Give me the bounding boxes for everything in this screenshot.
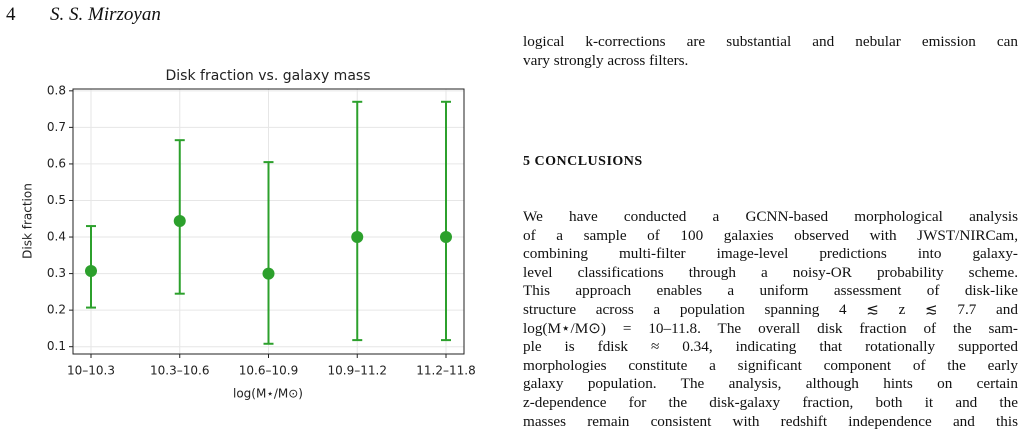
y-tick-label: 0.5 [47, 193, 66, 207]
page-number: 4 [6, 4, 16, 25]
text-line: level classifications through a noisy-OR… [523, 263, 1018, 281]
text-line: structure across a population spanning 4… [523, 301, 1018, 318]
text-line: ple is fdisk ≈ 0.34, indicating that rot… [523, 338, 1018, 356]
x-tick-label: 11.2–11.8 [416, 364, 475, 378]
data-point [440, 231, 452, 244]
text-line: This approach enables a uniform assessme… [523, 282, 1018, 300]
text-line: combining multi-filter image-level predi… [523, 245, 1018, 263]
text-line: morphologies constitute a significant co… [523, 356, 1018, 374]
text-line: z-dependence for the disk-galaxy fractio… [523, 394, 1018, 411]
text-line: logical k-corrections are substantial an… [523, 33, 1018, 50]
text-line: log(M⋆/M⊙) = 10–11.8. The overall disk f… [523, 319, 1018, 337]
data-point [262, 267, 275, 280]
y-tick-label: 0.3 [47, 266, 66, 280]
y-tick-label: 0.1 [47, 339, 66, 353]
y-tick-label: 0.4 [47, 230, 66, 244]
y-axis-label: Disk fraction [21, 183, 35, 259]
y-tick-label: 0.8 [47, 83, 66, 97]
x-tick-label: 10.6–10.9 [239, 364, 298, 378]
chart-title: Disk fraction vs. galaxy mass [166, 68, 371, 84]
text-line: vary strongly across filters. [523, 52, 689, 69]
text-line: of a sample of 100 galaxies observed wit… [523, 226, 1018, 244]
data-point [173, 214, 186, 227]
text-line: galaxy population. The analysis, althoug… [523, 375, 1018, 393]
x-tick-label: 10–10.3 [67, 364, 115, 378]
x-tick-label: 10.3–10.6 [150, 364, 209, 378]
plot-frame [72, 88, 465, 355]
chart: Disk fraction vs. galaxy mass log(M⋆/M⊙)… [21, 68, 476, 401]
y-tick-label: 0.7 [47, 120, 66, 134]
x-axis-label: log(M⋆/M⊙) [233, 387, 303, 401]
y-tick-label: 0.6 [47, 156, 66, 170]
running-author: S. S. Mirzoyan [50, 4, 161, 25]
data-point [85, 265, 97, 278]
x-tick-label: 10.9–11.2 [328, 364, 387, 378]
data-point [351, 231, 364, 244]
y-tick-label: 0.2 [47, 303, 66, 317]
section-heading: 5 CONCLUSIONS [523, 154, 643, 169]
text-line: masses remain consistent with redshift i… [523, 412, 1018, 430]
text-line: We have conducted a GCNN-based morpholog… [523, 208, 1018, 225]
